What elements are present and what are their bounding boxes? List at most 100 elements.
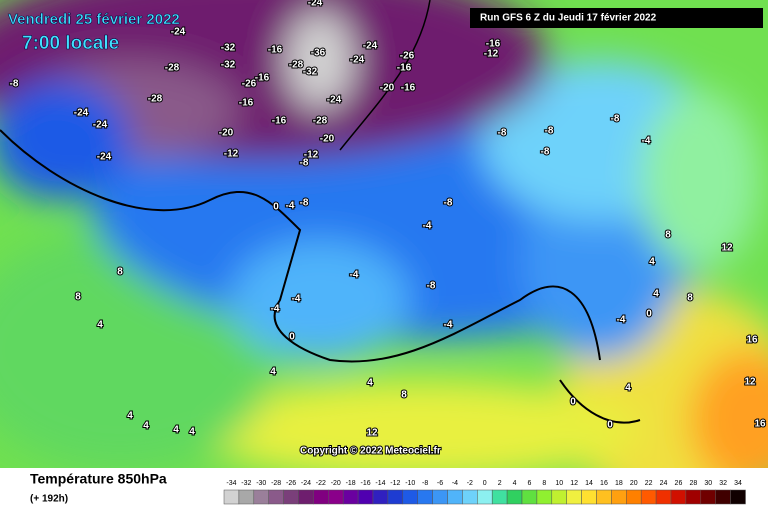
colorbar-swatch <box>238 489 255 505</box>
contour-label: -16 <box>397 63 412 74</box>
colorbar-swatch <box>685 489 702 505</box>
contour-label: -20 <box>320 134 335 145</box>
contour-label: 4 <box>649 257 655 268</box>
contour-label: -28 <box>289 60 304 71</box>
contour-label: -28 <box>313 116 328 127</box>
colorbar-swatch <box>447 489 463 505</box>
contour-label: -8 <box>427 281 436 292</box>
colorbar-tick-label: 18 <box>615 480 623 487</box>
contour-label: 4 <box>127 411 133 422</box>
colorbar-swatch <box>581 489 597 505</box>
colorbar-swatch <box>700 489 716 505</box>
contour-label: 0 <box>273 202 279 213</box>
contour-label: 8 <box>117 267 123 278</box>
colorbar-swatch <box>298 489 314 505</box>
colorbar-swatch <box>596 489 612 505</box>
colorbar-tick-label: 16 <box>600 480 608 487</box>
colorbar-tick-label: -20 <box>331 480 341 487</box>
contour-label: -4 <box>423 221 432 232</box>
colorbar-tick-label: 34 <box>734 480 742 487</box>
contour-label: -8 <box>545 126 554 137</box>
colorbar-swatch <box>566 489 582 505</box>
contour-label: -4 <box>350 270 359 281</box>
colorbar-swatch <box>402 489 418 505</box>
contour-label: -20 <box>219 128 234 139</box>
contour-label: -26 <box>242 79 257 90</box>
contour-label: 0 <box>607 420 613 431</box>
colorbar-swatch <box>268 489 284 505</box>
colorbar-swatch <box>342 489 359 505</box>
colorbar-tick-label: 4 <box>513 480 517 487</box>
contour-label: 8 <box>665 230 671 241</box>
colorbar-swatch <box>462 489 478 505</box>
colorbar-swatch <box>670 489 687 505</box>
contour-label: 4 <box>97 320 103 331</box>
contour-label: -12 <box>304 150 319 161</box>
contour-label: -8 <box>541 147 550 158</box>
contour-label: -4 <box>286 201 295 212</box>
colorbar-tick-label: -8 <box>422 480 428 487</box>
contour-label: -12 <box>484 49 499 60</box>
contour-label: -24 <box>350 55 365 66</box>
colorbar-swatch <box>357 489 374 505</box>
contour-label: -20 <box>380 83 395 94</box>
footer-title: Température 850hPa <box>30 471 167 487</box>
colorbar: -34 -32 -30 -28 -26 -24 -22 -20 -18 -16 -14 -12 -10-… <box>223 480 746 505</box>
colorbar-swatch <box>387 489 404 505</box>
colorbar-tick-label: 22 <box>645 480 653 487</box>
contour-label: -28 <box>148 94 163 105</box>
colorbar-tick-label: -26 <box>286 480 296 487</box>
contour-label: 8 <box>687 293 693 304</box>
contour-label: -26 <box>400 51 415 62</box>
contour-label: -16 <box>255 73 270 84</box>
colorbar-swatch <box>626 489 642 505</box>
copyright: Copyright © 2022 Meteociel.fr <box>300 446 441 457</box>
colorbar-tick-label: 24 <box>660 480 668 487</box>
contour-label: -24 <box>97 152 112 163</box>
colorbar-tick-label: 32 <box>719 480 727 487</box>
contour-label: -8 <box>444 198 453 209</box>
contour-label: -8 <box>611 114 620 125</box>
contour-label: -4 <box>271 304 280 315</box>
date: Vendredi 25 février 2022 <box>8 11 180 28</box>
contour-label: -32 <box>221 60 236 71</box>
colorbar-tick-label: -6 <box>437 480 443 487</box>
contour-label: 4 <box>270 367 276 378</box>
colorbar-swatch <box>328 489 344 505</box>
contour-label: -4 <box>292 294 301 305</box>
contour-label: -36 <box>311 48 326 59</box>
colorbar-tick-label: -18 <box>346 480 356 487</box>
colorbar-tick-label: -32 <box>241 480 251 487</box>
colorbar-swatch <box>521 489 538 505</box>
time: 7:00 locale <box>22 33 119 54</box>
colorbar-tick-label: -12 <box>390 480 400 487</box>
colorbar-swatch <box>417 489 433 505</box>
contour-label: 12 <box>744 377 756 388</box>
contour-label: -8 <box>498 128 507 139</box>
run: Run GFS 6 Z du Jeudi 17 février 2022 <box>480 13 657 24</box>
contour-label: -4 <box>617 315 626 326</box>
contour-label: -32 <box>303 67 318 78</box>
contour-label: -16 <box>401 83 416 94</box>
colorbar-tick-label: -24 <box>301 480 311 487</box>
colorbar-tick-label: 30 <box>704 480 712 487</box>
contour-label: -24 <box>171 27 186 38</box>
colorbar-tick-label: -2 <box>467 480 473 487</box>
footer-lead: (+ 192h) <box>30 494 68 505</box>
run-box <box>470 8 763 28</box>
contour-label: -12 <box>224 149 239 160</box>
colorbar-swatch <box>655 489 672 505</box>
colorbar-tick-label: 8 <box>542 480 546 487</box>
colorbar-swatch <box>506 489 523 505</box>
colorbar-tick-label: 20 <box>630 480 638 487</box>
contour-label: -24 <box>327 95 342 106</box>
contour-label: -8 <box>300 158 309 169</box>
contour-label: 16 <box>746 335 758 346</box>
colorbar-swatch <box>730 489 746 505</box>
colorbar-swatch <box>640 489 657 505</box>
colorbar-swatch <box>223 489 240 505</box>
colorbar-tick-label: 10 <box>555 480 563 487</box>
contour-label: -24 <box>93 120 108 131</box>
contour-label: -32 <box>221 43 236 54</box>
contour-label: 12 <box>721 243 733 254</box>
